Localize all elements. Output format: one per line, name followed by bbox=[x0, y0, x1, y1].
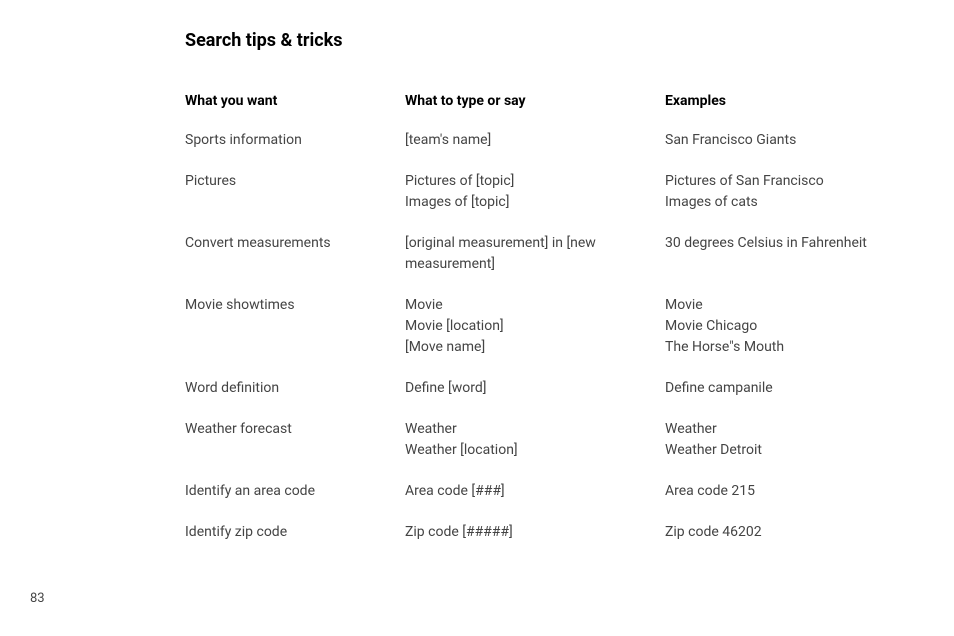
page-title: Search tips & tricks bbox=[185, 30, 884, 51]
cell-want: Convert measurements bbox=[185, 233, 405, 295]
cell-example: Area code 215 bbox=[665, 481, 884, 522]
cell-want: Pictures bbox=[185, 171, 405, 233]
table-row: Convert measurements [original measuremen… bbox=[185, 233, 884, 295]
cell-example: Pictures of San FranciscoImages of cats bbox=[665, 171, 884, 233]
cell-line: Define [word] bbox=[405, 378, 650, 399]
cell-line: Word definition bbox=[185, 378, 390, 399]
page-content: Search tips & tricks What you want What … bbox=[0, 0, 954, 583]
cell-line: Pictures bbox=[185, 171, 390, 192]
cell-line: 30 degrees Celsius in Fahrenheit bbox=[665, 233, 884, 254]
cell-type: [original measurement] in [new measureme… bbox=[405, 233, 665, 295]
cell-line: Weather [location] bbox=[405, 440, 650, 461]
table-header-row: What you want What to type or say Exampl… bbox=[185, 91, 884, 130]
cell-line: Movie bbox=[665, 295, 884, 316]
table-row: Pictures Pictures of [topic]Images of [to… bbox=[185, 171, 884, 233]
cell-example: 30 degrees Celsius in Fahrenheit bbox=[665, 233, 884, 295]
cell-line: Movie [location] bbox=[405, 316, 650, 337]
cell-line: Convert measurements bbox=[185, 233, 390, 254]
cell-example: Zip code 46202 bbox=[665, 522, 884, 563]
cell-line: Weather forecast bbox=[185, 419, 390, 440]
cell-line: Movie Chicago bbox=[665, 316, 884, 337]
cell-line: Identify an area code bbox=[185, 481, 390, 502]
table-row: Identify zip code Zip code [#####] Zip cod… bbox=[185, 522, 884, 563]
cell-line: Area code [###] bbox=[405, 481, 650, 502]
cell-type: WeatherWeather [location] bbox=[405, 419, 665, 481]
cell-line: Zip code 46202 bbox=[665, 522, 884, 543]
cell-line: Define campanile bbox=[665, 378, 884, 399]
cell-type: Area code [###] bbox=[405, 481, 665, 522]
header-what-to-type: What to type or say bbox=[405, 91, 665, 130]
header-what-you-want: What you want bbox=[185, 91, 405, 130]
cell-want: Sports information bbox=[185, 130, 405, 171]
cell-line: Weather Detroit bbox=[665, 440, 884, 461]
cell-line: Pictures of [topic] bbox=[405, 171, 650, 192]
cell-line: Images of [topic] bbox=[405, 192, 650, 213]
cell-line: Weather bbox=[665, 419, 884, 440]
cell-example: MovieMovie ChicagoThe Horse"s Mouth bbox=[665, 295, 884, 378]
cell-example: San Francisco Giants bbox=[665, 130, 884, 171]
cell-line: San Francisco Giants bbox=[665, 130, 884, 151]
cell-want: Movie showtimes bbox=[185, 295, 405, 378]
table-row: Weather forecastWeatherWeather [location… bbox=[185, 419, 884, 481]
cell-line: Area code 215 bbox=[665, 481, 884, 502]
cell-want: Weather forecast bbox=[185, 419, 405, 481]
table-row: Movie showtimesMovieMovie [location][Mov… bbox=[185, 295, 884, 378]
table-row: Sports information [team's name] San Franc… bbox=[185, 130, 884, 171]
table-row: Word definition Define [word] Define campa… bbox=[185, 378, 884, 419]
cell-line: [team's name] bbox=[405, 130, 650, 151]
tips-table: What you want What to type or say Exampl… bbox=[185, 91, 884, 563]
cell-line: Zip code [#####] bbox=[405, 522, 650, 543]
cell-line: Movie bbox=[405, 295, 650, 316]
cell-want: Word definition bbox=[185, 378, 405, 419]
cell-line: Pictures of San Francisco bbox=[665, 171, 884, 192]
cell-line: Sports information bbox=[185, 130, 390, 151]
header-examples: Examples bbox=[665, 91, 884, 130]
cell-line: Images of cats bbox=[665, 192, 884, 213]
cell-type: [team's name] bbox=[405, 130, 665, 171]
cell-want: Identify zip code bbox=[185, 522, 405, 563]
cell-type: MovieMovie [location][Move name] bbox=[405, 295, 665, 378]
cell-line: [original measurement] in [new measureme… bbox=[405, 233, 650, 275]
cell-line: The Horse"s Mouth bbox=[665, 337, 884, 358]
cell-line: Identify zip code bbox=[185, 522, 390, 543]
table-row: Identify an area code Area code [###] Area… bbox=[185, 481, 884, 522]
cell-example: Define campanile bbox=[665, 378, 884, 419]
page-number: 83 bbox=[30, 591, 45, 606]
cell-example: WeatherWeather Detroit bbox=[665, 419, 884, 481]
cell-line: Weather bbox=[405, 419, 650, 440]
cell-line: Movie showtimes bbox=[185, 295, 390, 316]
cell-line: [Move name] bbox=[405, 337, 650, 358]
cell-type: Zip code [#####] bbox=[405, 522, 665, 563]
cell-type: Define [word] bbox=[405, 378, 665, 419]
cell-want: Identify an area code bbox=[185, 481, 405, 522]
cell-type: Pictures of [topic]Images of [topic] bbox=[405, 171, 665, 233]
